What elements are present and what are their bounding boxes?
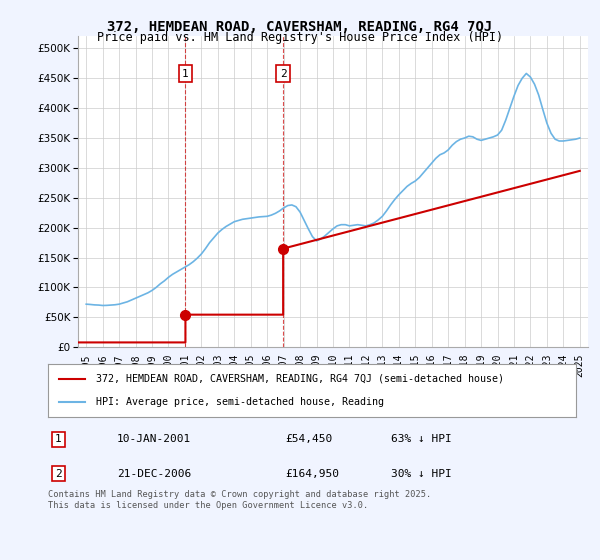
Text: 372, HEMDEAN ROAD, CAVERSHAM, READING, RG4 7QJ: 372, HEMDEAN ROAD, CAVERSHAM, READING, R…: [107, 20, 493, 34]
Text: 63% ↓ HPI: 63% ↓ HPI: [391, 435, 452, 445]
Text: HPI: Average price, semi-detached house, Reading: HPI: Average price, semi-detached house,…: [95, 397, 383, 407]
Text: Price paid vs. HM Land Registry's House Price Index (HPI): Price paid vs. HM Land Registry's House …: [97, 31, 503, 44]
Text: 2: 2: [55, 469, 62, 479]
Text: £164,950: £164,950: [286, 469, 340, 479]
Text: 2: 2: [280, 69, 287, 79]
Text: Contains HM Land Registry data © Crown copyright and database right 2025.
This d: Contains HM Land Registry data © Crown c…: [48, 490, 431, 510]
Text: 10-JAN-2001: 10-JAN-2001: [116, 435, 191, 445]
Text: 21-DEC-2006: 21-DEC-2006: [116, 469, 191, 479]
Text: 372, HEMDEAN ROAD, CAVERSHAM, READING, RG4 7QJ (semi-detached house): 372, HEMDEAN ROAD, CAVERSHAM, READING, R…: [95, 374, 503, 384]
Text: 30% ↓ HPI: 30% ↓ HPI: [391, 469, 452, 479]
Text: 1: 1: [182, 69, 189, 79]
Text: £54,450: £54,450: [286, 435, 333, 445]
Text: 1: 1: [55, 435, 62, 445]
